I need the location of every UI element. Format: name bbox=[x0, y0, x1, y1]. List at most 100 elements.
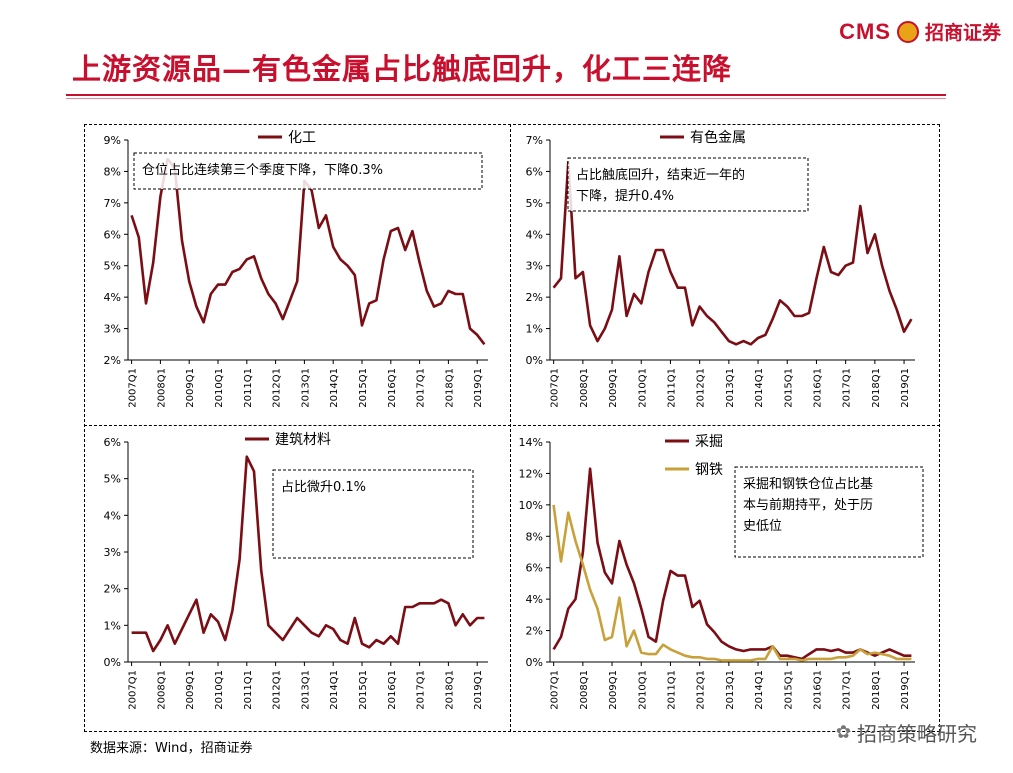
x-tick-label: 2018Q1 bbox=[871, 368, 882, 408]
y-tick-label: 4% bbox=[526, 228, 543, 241]
x-tick-label: 2012Q1 bbox=[272, 368, 283, 408]
y-tick-label: 9% bbox=[104, 134, 121, 147]
x-tick-label: 2018Q1 bbox=[871, 670, 882, 710]
legend-label: 有色金属 bbox=[690, 129, 746, 146]
y-tick-label: 14% bbox=[519, 436, 543, 449]
x-tick-label: 2013Q1 bbox=[725, 368, 736, 408]
x-tick-label: 2008Q1 bbox=[156, 368, 167, 408]
x-tick-label: 2013Q1 bbox=[300, 368, 311, 408]
x-tick-label: 2007Q1 bbox=[550, 670, 561, 710]
y-tick-label: 6% bbox=[526, 165, 543, 178]
x-tick-label: 2016Q1 bbox=[812, 368, 823, 408]
x-tick-label: 2010Q1 bbox=[637, 368, 648, 408]
logo-cms-text: CMS bbox=[839, 18, 891, 44]
brand-logo: CMS 招商证券 bbox=[839, 18, 1001, 45]
x-tick-label: 2008Q1 bbox=[579, 368, 590, 408]
series-line-primary bbox=[552, 467, 912, 661]
y-tick-label: 4% bbox=[104, 509, 121, 522]
x-tick-label: 2017Q1 bbox=[842, 670, 853, 710]
annotation-box bbox=[133, 152, 483, 190]
chart-grid-vertical-divider bbox=[510, 124, 511, 732]
y-tick-label: 0% bbox=[526, 354, 543, 367]
x-tick-label: 2015Q1 bbox=[358, 670, 369, 710]
y-tick-label: 3% bbox=[526, 260, 543, 273]
x-tick-label: 2011Q1 bbox=[666, 368, 677, 408]
y-tick-label: 6% bbox=[104, 436, 121, 449]
annotation-text: 史低位 bbox=[743, 519, 782, 534]
x-tick-label: 2009Q1 bbox=[608, 368, 619, 408]
y-tick-label: 2% bbox=[104, 583, 121, 596]
y-tick-label: 6% bbox=[526, 562, 543, 575]
annotation-box bbox=[567, 157, 809, 212]
y-tick-label: 5% bbox=[104, 473, 121, 486]
annotation-text: 仓位占比连续第三个季度下降，下降0.3% bbox=[142, 162, 383, 178]
x-tick-label: 2019Q1 bbox=[900, 670, 911, 710]
x-tick-label: 2018Q1 bbox=[444, 368, 455, 408]
y-tick-label: 3% bbox=[104, 323, 121, 336]
x-tick-label: 2011Q1 bbox=[243, 670, 254, 710]
y-tick-label: 7% bbox=[526, 134, 543, 147]
x-tick-label: 2015Q1 bbox=[358, 368, 369, 408]
x-tick-label: 2012Q1 bbox=[696, 368, 707, 408]
annotation-text: 本与前期持平，处于历 bbox=[743, 497, 873, 513]
data-source-note: 数据来源：Wind，招商证券 bbox=[90, 741, 253, 756]
x-tick-label: 2012Q1 bbox=[272, 670, 283, 710]
wechat-account-name: 招商策略研究 bbox=[857, 722, 977, 746]
y-tick-label: 7% bbox=[104, 197, 121, 210]
x-tick-label: 2019Q1 bbox=[900, 368, 911, 408]
wechat-watermark: ✿ 招商策略研究 bbox=[836, 718, 977, 747]
annotation-text: 采掘和钢铁仓位占比基 bbox=[743, 477, 873, 492]
series-line-secondary bbox=[552, 504, 912, 662]
x-tick-label: 2008Q1 bbox=[156, 670, 167, 710]
y-tick-label: 0% bbox=[104, 656, 121, 669]
y-tick-label: 5% bbox=[104, 260, 121, 273]
y-tick-label: 1% bbox=[526, 323, 543, 336]
annotation-text: 下降，提升0.4% bbox=[576, 188, 674, 204]
y-tick-label: 8% bbox=[526, 530, 543, 543]
x-tick-label: 2009Q1 bbox=[185, 368, 196, 408]
title-rule-thin bbox=[66, 98, 946, 99]
y-tick-label: 10% bbox=[519, 499, 543, 512]
x-tick-label: 2012Q1 bbox=[696, 670, 707, 710]
chart-grid-horizontal-divider bbox=[84, 425, 940, 426]
y-tick-label: 6% bbox=[104, 228, 121, 241]
x-tick-label: 2007Q1 bbox=[550, 368, 561, 408]
y-tick-label: 8% bbox=[104, 165, 121, 178]
y-tick-label: 2% bbox=[526, 291, 543, 304]
x-tick-label: 2008Q1 bbox=[579, 670, 590, 710]
x-tick-label: 2011Q1 bbox=[243, 368, 254, 408]
y-tick-label: 4% bbox=[526, 593, 543, 606]
wechat-icon: ✿ bbox=[835, 722, 851, 743]
x-tick-label: 2019Q1 bbox=[473, 368, 484, 408]
x-tick-label: 2013Q1 bbox=[300, 670, 311, 710]
annotation-text: 占比微升0.1% bbox=[281, 480, 366, 495]
y-tick-label: 2% bbox=[104, 354, 121, 367]
annotation-box bbox=[272, 469, 474, 559]
annotation-box bbox=[734, 466, 924, 558]
x-tick-label: 2010Q1 bbox=[214, 670, 225, 710]
y-tick-label: 5% bbox=[526, 197, 543, 210]
x-tick-label: 2014Q1 bbox=[329, 368, 340, 408]
legend-label: 采掘 bbox=[695, 434, 723, 450]
x-tick-label: 2011Q1 bbox=[666, 670, 677, 710]
page-title: 上游资源品—有色金属占比触底回升，化工三连降 bbox=[72, 52, 733, 86]
x-tick-label: 2009Q1 bbox=[185, 670, 196, 710]
y-tick-label: 0% bbox=[526, 656, 543, 669]
annotation-text: 占比触底回升，结束近一年的 bbox=[576, 167, 745, 183]
y-tick-label: 12% bbox=[519, 467, 543, 480]
legend-label: 建筑材料 bbox=[275, 432, 331, 448]
legend-label: 化工 bbox=[288, 130, 316, 146]
x-tick-label: 2010Q1 bbox=[214, 368, 225, 408]
x-tick-label: 2016Q1 bbox=[812, 670, 823, 710]
x-tick-label: 2007Q1 bbox=[128, 670, 139, 710]
x-tick-label: 2009Q1 bbox=[608, 670, 619, 710]
title-rule bbox=[66, 94, 946, 96]
x-tick-label: 2014Q1 bbox=[754, 368, 765, 408]
x-tick-label: 2016Q1 bbox=[387, 670, 398, 710]
x-tick-label: 2019Q1 bbox=[473, 670, 484, 710]
chart-grid-frame bbox=[84, 124, 940, 732]
series-line-primary bbox=[131, 455, 485, 653]
x-tick-label: 2015Q1 bbox=[783, 670, 794, 710]
logo-emblem-icon bbox=[896, 20, 919, 43]
